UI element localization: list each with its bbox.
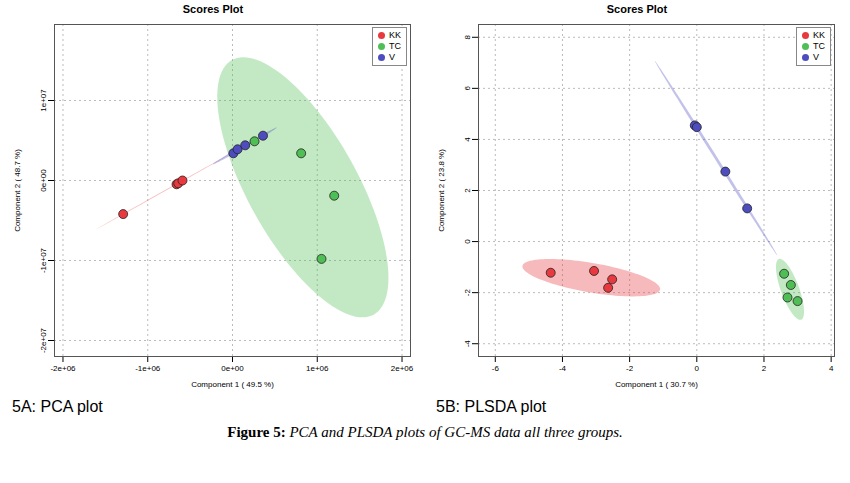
svg-text:-2: -2 <box>463 289 472 297</box>
svg-text:6: 6 <box>463 86 472 91</box>
svg-text:-1e+07: -1e+07 <box>39 247 48 273</box>
html-text:Figure 5: PCA and PLSDA plots: Figure 5: PCA and PLSDA plots of GC-MS d… <box>227 424 623 440</box>
svg-text:-2e+06: -2e+06 <box>50 364 76 373</box>
svg-text:Component 1 ( 30.7 %): Component 1 ( 30.7 %) <box>615 380 698 389</box>
html-text:TC: TC <box>389 41 401 51</box>
svg-text:2: 2 <box>762 364 767 373</box>
html-text:Scores Plot: Scores Plot <box>606 3 668 15</box>
html-text:5A: PCA plot: 5A: PCA plot <box>12 398 103 415</box>
svg-text:1e+07: 1e+07 <box>39 89 48 112</box>
svg-text:4: 4 <box>463 137 472 142</box>
svg-text:-6: -6 <box>492 364 500 373</box>
svg-text:-4: -4 <box>463 340 472 348</box>
svg-text:-2e+07: -2e+07 <box>39 327 48 353</box>
html-text:V: V <box>813 52 819 62</box>
svg-text:0: 0 <box>695 364 700 373</box>
html-text:V: V <box>389 52 395 62</box>
html-text:KK: KK <box>389 30 401 40</box>
svg-text:0e+00: 0e+00 <box>39 169 48 192</box>
html-text:Scores Plot: Scores Plot <box>182 3 244 15</box>
svg-text:Component 2 ( 48.7 %): Component 2 ( 48.7 %) <box>13 149 22 232</box>
svg-text:1e+06: 1e+06 <box>306 364 329 373</box>
svg-text:Component 1 ( 49.5 %): Component 1 ( 49.5 %) <box>191 380 274 389</box>
svg-text:Component 2 ( 23.8 %): Component 2 ( 23.8 %) <box>437 149 446 232</box>
svg-text:-2: -2 <box>626 364 634 373</box>
svg-text:2e+06: 2e+06 <box>391 364 414 373</box>
html-text:KK: KK <box>813 30 825 40</box>
svg-text:2: 2 <box>463 188 472 193</box>
svg-text:8: 8 <box>463 34 472 39</box>
svg-text:0e+00: 0e+00 <box>221 364 244 373</box>
svg-text:-4: -4 <box>559 364 567 373</box>
svg-text:0: 0 <box>463 239 472 244</box>
svg-text:-1e+06: -1e+06 <box>135 364 161 373</box>
html-text:TC: TC <box>813 41 825 51</box>
svg-text:4: 4 <box>829 364 834 373</box>
html-text:5B: PLSDA plot: 5B: PLSDA plot <box>436 398 547 415</box>
